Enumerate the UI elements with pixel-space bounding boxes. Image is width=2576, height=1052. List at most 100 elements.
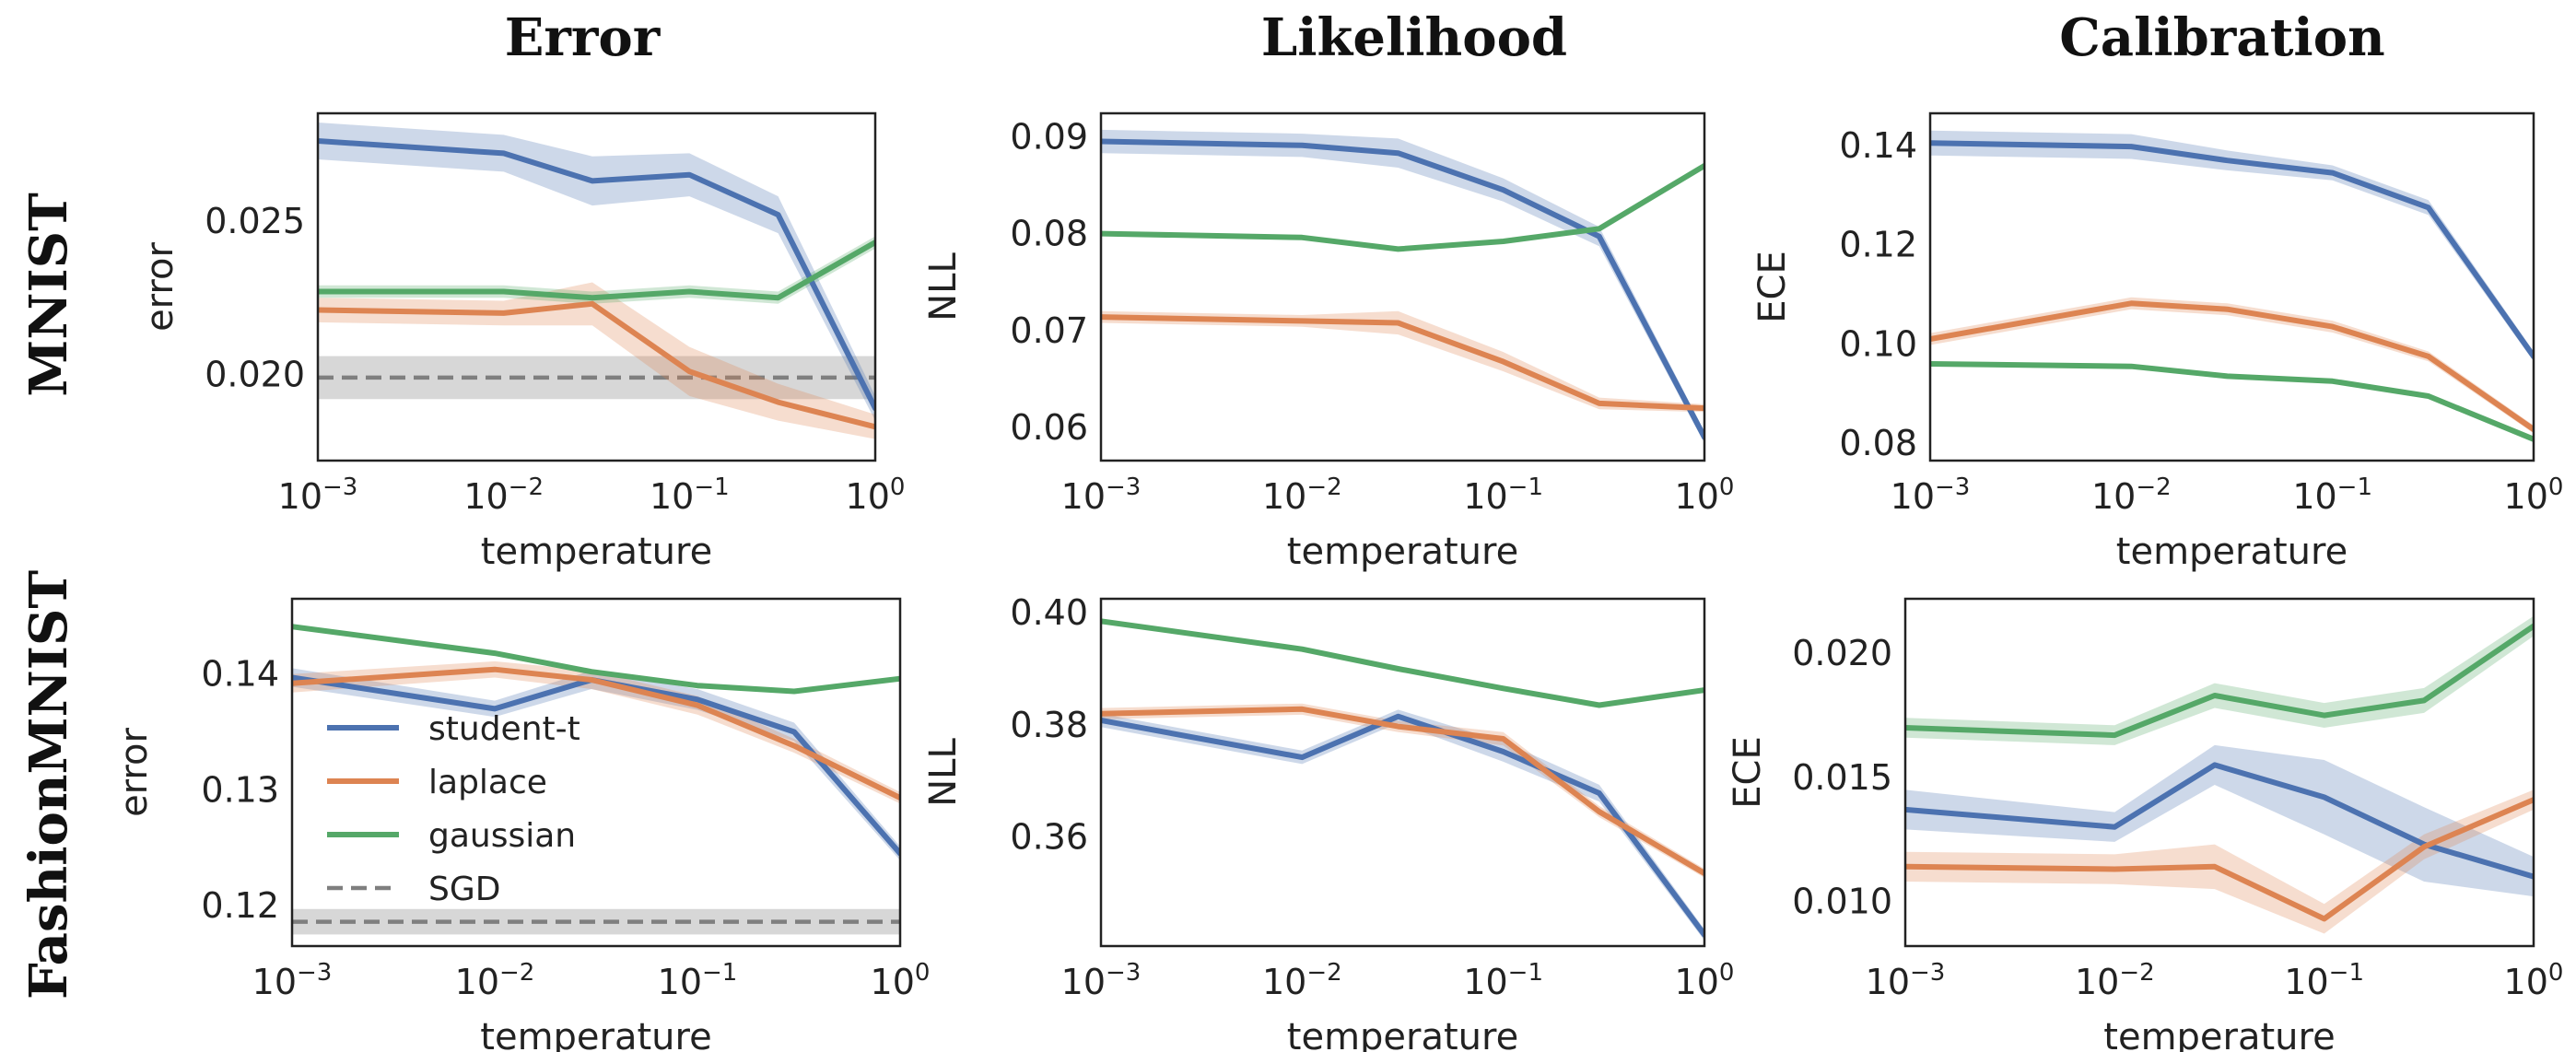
y-axis-label: error xyxy=(139,242,181,332)
x-tick-label: 10−2 xyxy=(463,473,544,517)
legend: student-t laplace gaussian SGD xyxy=(327,710,580,908)
y-tick-label: 0.06 xyxy=(1010,407,1088,448)
x-tick-exponent: −2 xyxy=(499,959,534,987)
chart-panel: 10−3 10−2 10−1 1000.120.130.14temperatureer… xyxy=(113,597,931,1052)
chart-panel: 10−3 10−2 10−1 1000.060.070.080.09temperatu… xyxy=(922,111,1735,573)
x-tick-base: 10 xyxy=(1061,476,1106,517)
x-tick-exponent: −3 xyxy=(1106,959,1141,987)
x-tick-base: 10 xyxy=(2504,962,2548,1002)
laplace-band xyxy=(1905,789,2534,934)
x-tick-base: 10 xyxy=(650,476,694,517)
x-tick-base: 10 xyxy=(1866,962,1910,1002)
legend-item-student-t: student-t xyxy=(327,710,580,748)
x-tick-label: 100 xyxy=(1675,959,1735,1002)
y-tick-label: 0.40 xyxy=(1010,592,1088,633)
y-tick-label: 0.36 xyxy=(1010,816,1088,857)
x-axis-label: temperature xyxy=(2116,531,2348,573)
x-tick-exponent: −1 xyxy=(1508,959,1543,987)
x-tick-label: 10−2 xyxy=(2075,959,2155,1002)
x-tick-base: 10 xyxy=(2075,962,2119,1002)
x-tick-exponent: 0 xyxy=(2548,959,2564,987)
x-tick-label: 10−1 xyxy=(1463,473,1543,517)
x-tick-exponent: −2 xyxy=(509,473,544,501)
x-tick-exponent: 0 xyxy=(1719,473,1735,501)
y-tick-label: 0.12 xyxy=(1839,225,1917,265)
x-axis-label: temperature xyxy=(1287,531,1518,573)
row-title-fashionmnist: FashionMNIST xyxy=(18,570,79,999)
x-tick-base: 10 xyxy=(1891,476,1935,517)
student-t-band xyxy=(1101,709,1704,941)
legend-item-laplace: laplace xyxy=(327,764,547,801)
chart-panels: 10−3 10−2 10−1 1000.0200.025temperatureerro… xyxy=(113,111,2564,1052)
x-axis-label: temperature xyxy=(481,531,712,573)
y-tick-label: 0.020 xyxy=(1792,633,1892,673)
laplace-band xyxy=(1101,310,1704,413)
legend-label-laplace: laplace xyxy=(428,764,547,801)
x-tick-exponent: −3 xyxy=(1935,473,1970,501)
plot-background xyxy=(1101,599,1704,946)
chart-panel: 10−3 10−2 10−1 1000.0200.025temperatureerro… xyxy=(139,111,906,573)
column-title-error: Error xyxy=(505,7,662,68)
x-tick-label: 10−3 xyxy=(1866,959,1946,1002)
plot-frame xyxy=(1903,597,2535,948)
x-tick-base: 10 xyxy=(2091,476,2136,517)
plot-area xyxy=(318,123,875,439)
x-tick-exponent: −1 xyxy=(694,473,729,501)
legend-label-student-t: student-t xyxy=(428,710,580,748)
legend-item-gaussian: gaussian xyxy=(327,817,576,855)
plot-frame xyxy=(290,597,902,948)
legend-label-sgd: SGD xyxy=(428,871,500,908)
student-t-line xyxy=(1930,140,2534,359)
x-tick-base: 10 xyxy=(1675,476,1719,517)
y-tick-label: 0.10 xyxy=(1839,323,1917,364)
x-axis-label: temperature xyxy=(2103,1016,2335,1052)
x-tick-label: 10−2 xyxy=(455,959,535,1002)
x-tick-exponent: −2 xyxy=(1306,473,1341,501)
x-tick-label: 10−3 xyxy=(1891,473,1971,517)
y-tick-label: 0.38 xyxy=(1010,705,1088,745)
x-tick-label: 100 xyxy=(2504,473,2564,517)
chart-panel: 10−3 10−2 10−1 1000.080.100.120.14temperatu… xyxy=(1751,111,2564,573)
plot-area xyxy=(1101,618,1704,941)
x-tick-base: 10 xyxy=(463,476,508,517)
plot-area xyxy=(1905,615,2534,934)
laplace-line xyxy=(1930,300,2534,433)
laplace-line xyxy=(1101,314,1704,412)
y-axis-label: NLL xyxy=(922,738,965,807)
row-title-mnist: MNIST xyxy=(18,193,79,397)
y-tick-label: 0.015 xyxy=(1792,757,1892,798)
x-tick-base: 10 xyxy=(2284,962,2328,1002)
x-tick-exponent: −2 xyxy=(1306,959,1341,987)
x-tick-base: 10 xyxy=(278,476,322,517)
laplace-line xyxy=(1905,797,2534,922)
x-tick-exponent: −3 xyxy=(1106,473,1141,501)
x-tick-base: 10 xyxy=(1675,962,1719,1002)
gaussian-band xyxy=(318,236,875,304)
x-tick-exponent: −1 xyxy=(2337,473,2372,501)
plot-frame xyxy=(316,111,877,462)
laplace-band xyxy=(292,660,900,804)
y-axis-label: ECE xyxy=(1751,251,1794,322)
x-tick-label: 10−1 xyxy=(2284,959,2364,1002)
x-tick-base: 10 xyxy=(846,476,890,517)
y-tick-label: 0.07 xyxy=(1010,310,1088,351)
y-tick-label: 0.010 xyxy=(1792,882,1892,922)
plot-area xyxy=(1101,129,1704,443)
x-tick-exponent: 0 xyxy=(2548,473,2564,501)
x-tick-label: 10−1 xyxy=(2292,473,2372,517)
x-axis-label: temperature xyxy=(1287,1016,1518,1052)
x-tick-exponent: −3 xyxy=(1910,959,1945,987)
y-tick-label: 0.14 xyxy=(1839,125,1917,166)
y-tick-label: 0.08 xyxy=(1010,214,1088,254)
plot-area xyxy=(292,624,900,935)
y-tick-label: 0.09 xyxy=(1010,116,1088,157)
x-tick-base: 10 xyxy=(1061,962,1106,1002)
plot-frame xyxy=(1099,111,1706,462)
y-axis-label: error xyxy=(113,728,156,817)
chart-panel: 10−3 10−2 10−1 1000.0100.0150.020temperatur… xyxy=(1727,597,2564,1052)
x-tick-label: 100 xyxy=(846,473,906,517)
x-tick-exponent: 0 xyxy=(915,959,931,987)
x-tick-label: 10−2 xyxy=(1262,959,1342,1002)
x-tick-base: 10 xyxy=(1463,962,1507,1002)
